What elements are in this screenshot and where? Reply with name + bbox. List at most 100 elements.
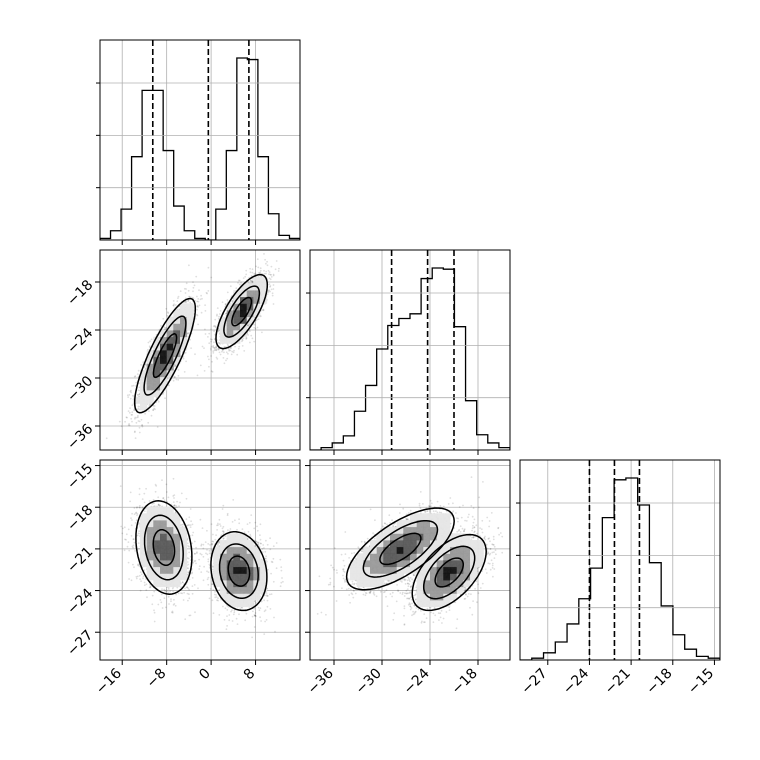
sample-point <box>269 285 272 287</box>
sample-point <box>127 410 130 412</box>
sample-point <box>167 312 170 314</box>
sample-point <box>150 338 153 341</box>
sample-point <box>208 342 211 345</box>
density-cell <box>226 323 234 331</box>
density-cell <box>246 310 254 318</box>
sample-point <box>177 297 179 299</box>
density-cell <box>160 356 168 364</box>
sample-point <box>178 505 180 508</box>
sample-point <box>209 347 212 350</box>
sample-point <box>187 545 189 547</box>
density-cell <box>173 350 181 358</box>
density-cell <box>146 363 154 371</box>
sample-point <box>197 298 200 300</box>
sample-point <box>251 280 254 282</box>
sample-point <box>223 345 226 348</box>
sample-point <box>200 294 203 297</box>
sample-point <box>194 611 196 614</box>
sample-point <box>180 592 182 594</box>
sample-point <box>163 328 166 331</box>
sample-point <box>259 267 262 270</box>
sample-point <box>226 299 229 301</box>
sample-point <box>138 564 140 567</box>
sample-point <box>133 375 136 378</box>
sample-point <box>196 308 198 311</box>
sample-point <box>129 397 132 400</box>
density-cell <box>246 296 254 304</box>
sample-point <box>144 363 147 366</box>
sample-point <box>133 431 136 434</box>
sample-point <box>194 318 197 320</box>
panel-grid-1-1 <box>333 250 479 455</box>
sample-point <box>226 291 229 294</box>
sample-point <box>233 349 235 352</box>
sample-point <box>138 426 141 429</box>
sample-point <box>171 610 174 613</box>
sample-point <box>148 404 151 407</box>
sample-point <box>128 578 131 580</box>
density-cell <box>146 383 154 391</box>
density-cell <box>166 330 174 338</box>
density-cell <box>240 290 248 298</box>
sample-point <box>231 350 234 353</box>
sample-point <box>272 273 275 276</box>
density-cell <box>186 310 194 318</box>
sample-point <box>135 507 138 509</box>
sample-point <box>272 274 275 277</box>
density-cell <box>146 350 154 358</box>
sample-point <box>226 357 229 360</box>
sample-point <box>123 526 126 529</box>
sample-point <box>184 301 187 304</box>
sample-point <box>251 281 254 284</box>
sample-point <box>130 389 132 392</box>
sample-point <box>232 351 235 354</box>
sample-point <box>186 542 189 545</box>
sample-point <box>198 304 201 307</box>
sample-point <box>266 264 269 267</box>
density-cell <box>186 303 194 311</box>
sample-point <box>249 267 252 270</box>
sample-point <box>164 590 167 593</box>
sample-point <box>176 500 179 503</box>
sample-point <box>136 575 139 578</box>
sample-point <box>134 375 137 378</box>
sample-point <box>140 418 143 421</box>
sample-point <box>127 396 130 398</box>
sample-point <box>154 408 156 411</box>
sample-point <box>257 318 260 321</box>
sample-point <box>269 286 271 288</box>
sample-point <box>199 364 202 367</box>
sample-point <box>131 394 134 397</box>
sample-point <box>267 269 270 272</box>
sample-point <box>122 527 124 530</box>
sample-point <box>187 300 190 303</box>
sample-point <box>173 504 176 507</box>
density-cell <box>160 330 168 338</box>
sample-point <box>131 420 133 423</box>
sample-point <box>141 498 144 500</box>
sample-point <box>274 268 277 271</box>
histogram-step <box>520 477 720 660</box>
sample-point <box>192 281 194 283</box>
sample-point <box>157 603 160 606</box>
sample-point <box>181 523 184 526</box>
sample-point <box>148 586 151 589</box>
sample-point <box>216 313 218 316</box>
sample-point <box>127 424 130 427</box>
sample-point <box>210 276 213 279</box>
sample-point <box>188 597 191 600</box>
sample-point <box>149 340 151 343</box>
sample-point <box>192 286 195 289</box>
sample-point <box>253 323 256 326</box>
sample-point <box>204 310 207 312</box>
sample-point <box>172 379 175 382</box>
sample-point <box>191 534 194 537</box>
density-cell <box>180 323 188 331</box>
sample-point <box>148 500 151 502</box>
sample-point <box>216 314 218 317</box>
sample-point <box>136 534 139 537</box>
sample-point <box>174 365 177 368</box>
sample-point <box>190 520 193 523</box>
density-cell <box>146 376 154 384</box>
sample-point <box>230 347 232 350</box>
